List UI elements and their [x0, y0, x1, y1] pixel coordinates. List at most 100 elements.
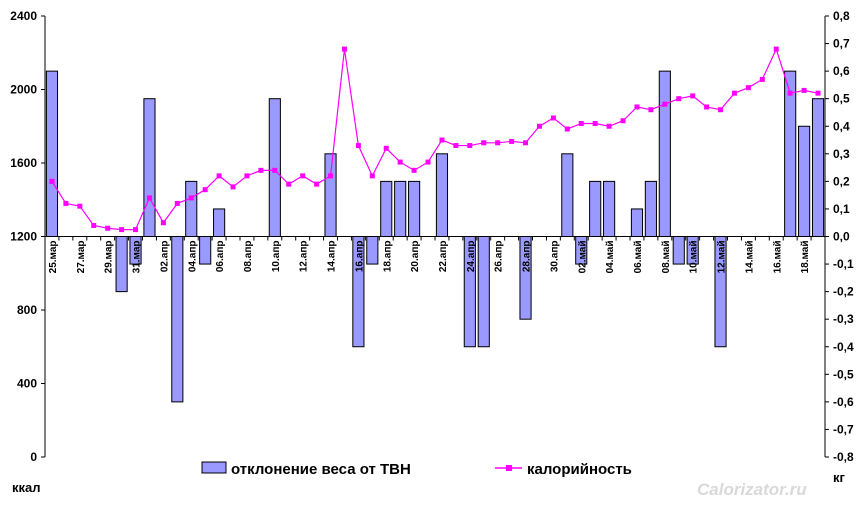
right-tick-label-0-4: 0,4 [833, 119, 850, 133]
x-tick-label-29-мар: 29.мар [104, 241, 115, 274]
calorie-point-29-апр [536, 123, 542, 129]
right-tick-label-0-0: 0,0 [833, 230, 850, 244]
x-tick-label-20-апр: 20.апр [410, 241, 421, 273]
right-tick-label--0-3: -0,3 [833, 312, 854, 326]
x-axis-ticks: 25.мар 27.мар 29.мар 31.мар 02.апр 04.апр 06.а… [44, 236, 826, 274]
calorie-point-07-апр [230, 184, 236, 190]
x-tick-label-04-май: 04.май [605, 241, 616, 274]
bar-19-май [811, 98, 825, 237]
line-series [49, 46, 821, 233]
bar-19-апр [394, 180, 407, 238]
bar-17-апр [366, 236, 379, 265]
calorie-line [51, 47, 819, 231]
calorie-point-05-апр [202, 187, 208, 193]
calorie-point-16-май [773, 46, 779, 52]
calorie-point-03-май [592, 120, 598, 126]
x-tick-label-16-май: 16.май [772, 241, 783, 274]
bar-01-апр [143, 98, 156, 237]
calorie-point-21-апр [425, 159, 431, 165]
bar-series [45, 70, 825, 403]
right-tick-label-0-6: 0,6 [833, 64, 850, 78]
calorie-point-08-апр [244, 173, 250, 179]
calorie-point-09-апр [258, 167, 264, 173]
calorie-point-11-май [704, 104, 710, 110]
legend-bar-label: отклонение веса от ТВН [231, 461, 411, 478]
bar-01-май [561, 153, 574, 237]
legend-line-marker [506, 465, 512, 471]
right-tick-label--0-8: -0,8 [833, 450, 854, 464]
calorie-point-30-апр [550, 115, 556, 121]
right-axis-ticks: -0,8 -0,7 -0,6 -0,5 -0,4 -0,3 -0,2 -0,1 0,0 0,1 0,… [825, 9, 854, 464]
calorie-point-26-мар [63, 200, 69, 206]
legend-line-label: калорийность [527, 461, 632, 478]
calorie-point-15-апр [341, 46, 347, 52]
calorie-point-18-май [801, 87, 807, 93]
calorie-point-17-май [787, 90, 793, 96]
left-axis-ticks: 0 400 800 1200 1600 2000 2400 [10, 9, 45, 464]
bar-04-апр [185, 180, 198, 238]
calorie-point-22-апр [439, 137, 445, 143]
calorie-point-12-май [718, 107, 724, 113]
left-tick-label-2000: 2000 [10, 83, 37, 97]
x-tick-label-14-май: 14.май [744, 240, 755, 273]
bar-06-апр [213, 208, 226, 238]
calorie-point-27-мар [77, 203, 83, 209]
calorie-point-27-апр [509, 138, 515, 144]
bar-03-апр [171, 236, 184, 403]
bar-20-апр [408, 180, 421, 238]
right-tick-label--0-6: -0,6 [833, 395, 854, 409]
bar-05-апр [199, 236, 212, 265]
calorie-point-04-май [606, 123, 612, 129]
right-tick-label--0-4: -0,4 [833, 340, 854, 354]
calorie-point-08-май [662, 101, 668, 107]
calorie-point-18-апр [383, 145, 389, 151]
calorie-point-28-апр [523, 140, 529, 146]
calorie-point-10-апр [272, 167, 278, 173]
calorie-point-16-апр [355, 143, 361, 149]
right-tick-label-0-2: 0,2 [833, 174, 850, 188]
x-tick-label-16-апр: 16.апр [354, 240, 365, 272]
bar-18-май [798, 125, 811, 237]
calorie-point-23-апр [453, 143, 459, 149]
calorie-point-09-май [676, 96, 682, 102]
calorie-point-14-май [745, 85, 751, 91]
x-tick-label-30-апр: 30.апр [549, 240, 560, 272]
x-tick-label-22-апр: 22.апр [438, 240, 449, 272]
x-tick-label-10-май: 10.май [689, 241, 700, 274]
x-tick-label-14-апр: 14.апр [327, 241, 338, 273]
calorie-point-26-апр [495, 140, 501, 146]
bar-08-май [658, 70, 671, 238]
x-tick-label-10-апр: 10.апр [271, 240, 282, 272]
calorie-point-15-май [759, 76, 765, 82]
left-tick-label-400: 400 [17, 377, 37, 391]
calorie-point-13-май [731, 90, 737, 96]
right-tick-label-0-3: 0,3 [833, 147, 850, 161]
calorie-point-07-май [648, 107, 654, 113]
x-tick-label-06-апр: 06.апр [215, 241, 226, 273]
right-tick-label-0-5: 0,5 [833, 92, 850, 106]
x-tick-label-26-апр: 26.апр [494, 241, 505, 273]
x-tick-label-02-май: 02.май [577, 241, 588, 274]
x-tick-label-25-мар: 25.мар [48, 240, 59, 273]
calorie-point-01-май [564, 126, 570, 132]
bar-25-апр [477, 236, 490, 348]
right-tick-label-0-1: 0,1 [833, 202, 850, 216]
x-tick-label-04-апр: 04.апр [187, 241, 198, 273]
legend: отклонение веса от ТВН калорийность [201, 461, 632, 478]
calorie-point-01-апр [146, 195, 152, 201]
left-tick-label-1200: 1200 [10, 230, 37, 244]
bar-06-май [630, 208, 644, 238]
calorie-point-11-апр [286, 181, 292, 187]
left-tick-label-1600: 1600 [10, 156, 37, 170]
bar-03-май [589, 180, 602, 238]
x-tick-label-31-мар: 31.мар [132, 241, 143, 274]
calorie-point-05-май [620, 118, 626, 124]
bar-30-мар [115, 236, 128, 293]
bar-22-апр [435, 153, 449, 237]
calorie-point-20-апр [411, 167, 417, 173]
left-tick-label-2400: 2400 [10, 9, 37, 23]
calorie-point-14-апр [328, 173, 334, 179]
calorie-point-25-апр [481, 140, 487, 146]
x-tick-label-27-мар: 27.мар [76, 240, 87, 273]
